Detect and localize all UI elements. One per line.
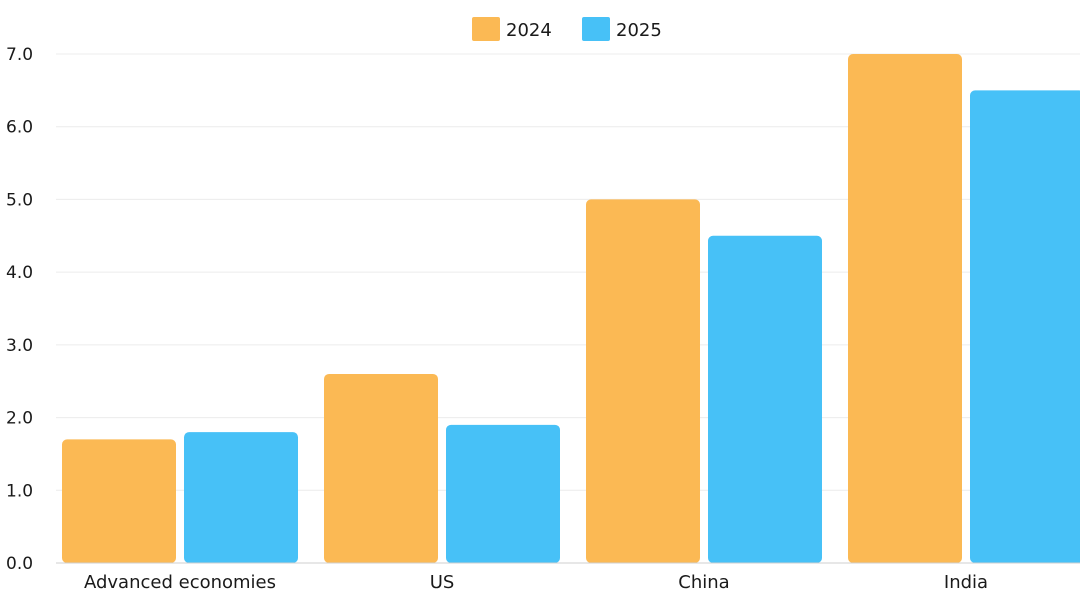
- y-tick-label: 2.0: [6, 409, 33, 429]
- y-axis-ticks: 0.0 1.0 2.0 3.0 4.0 5.0 6.0 7.0: [6, 45, 33, 574]
- x-axis-categories: Advanced economies US China India: [84, 572, 988, 593]
- legend-swatch-2025: [582, 17, 610, 41]
- y-tick-label: 3.0: [6, 336, 33, 356]
- y-tick-label: 6.0: [6, 118, 33, 138]
- bars: [62, 54, 1080, 564]
- y-tick-label: 0.0: [6, 554, 33, 574]
- bar-2024-1: [324, 373, 438, 563]
- x-category-label: China: [678, 572, 729, 593]
- x-category-label: India: [944, 572, 988, 593]
- y-tick-label: 5.0: [6, 190, 33, 210]
- x-category-label: US: [430, 572, 455, 593]
- bar-2024-3: [848, 54, 962, 563]
- bar-2025-0: [184, 432, 298, 563]
- legend-label-2024: 2024: [506, 20, 552, 41]
- y-tick-label: 1.0: [6, 481, 33, 501]
- bar-2024-2: [586, 199, 700, 563]
- bar-2025-2: [708, 235, 822, 564]
- bar-2024-0: [62, 439, 176, 563]
- legend: 2024 2025: [472, 17, 662, 41]
- x-category-label: Advanced economies: [84, 572, 276, 593]
- bar-2025-1: [446, 424, 560, 563]
- y-tick-label: 4.0: [6, 263, 33, 283]
- y-tick-label: 7.0: [6, 45, 33, 65]
- legend-swatch-2024: [472, 17, 500, 41]
- gridlines: [56, 53, 1080, 491]
- legend-label-2025: 2025: [616, 20, 662, 41]
- bar-2025-3: [970, 90, 1080, 563]
